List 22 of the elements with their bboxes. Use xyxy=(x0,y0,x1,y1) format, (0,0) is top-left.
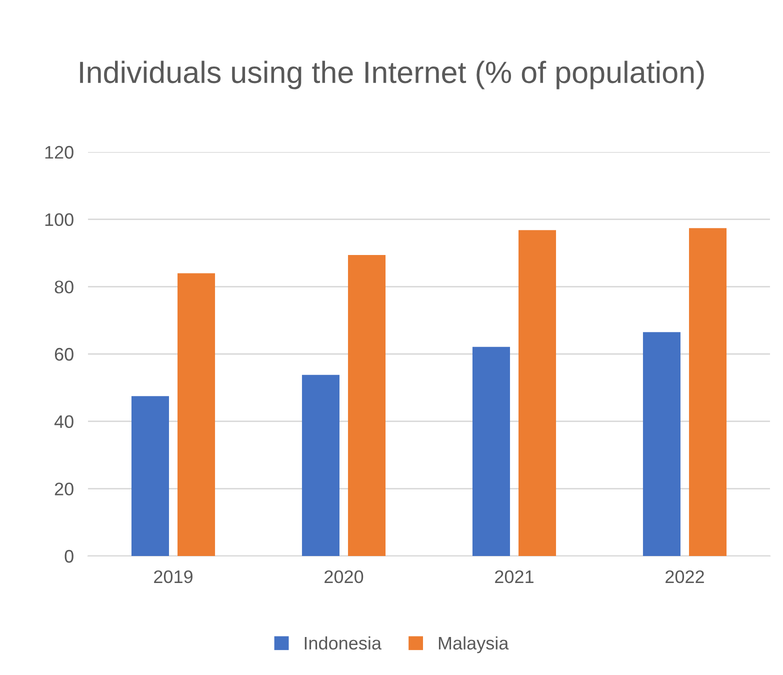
y-tick-label: 100 xyxy=(45,213,74,226)
x-tick-label: 2022 xyxy=(666,570,704,584)
bar xyxy=(302,374,340,556)
y-tick-label: 40 xyxy=(54,415,74,428)
legend-label: Indonesia xyxy=(304,636,382,650)
y-tick-label: 20 xyxy=(54,482,74,496)
bar xyxy=(131,396,169,556)
y-tick-label: 60 xyxy=(54,348,74,361)
bar xyxy=(642,332,680,556)
bar xyxy=(178,273,216,556)
y-tick-label: 0 xyxy=(64,550,74,563)
x-tick-label: 2020 xyxy=(324,570,364,584)
bar xyxy=(518,230,556,556)
x-tick-label: 2021 xyxy=(495,570,534,584)
y-tick-label: 80 xyxy=(54,280,74,294)
bar xyxy=(348,255,386,556)
y-tick-label: 120 xyxy=(45,146,74,159)
legend-label: Malaysia xyxy=(438,636,509,654)
bar xyxy=(472,346,510,556)
chart-title: Individuals using the Internet (% of population) xyxy=(80,60,704,90)
x-tick-label: 2019 xyxy=(154,570,192,584)
bar xyxy=(689,228,727,556)
